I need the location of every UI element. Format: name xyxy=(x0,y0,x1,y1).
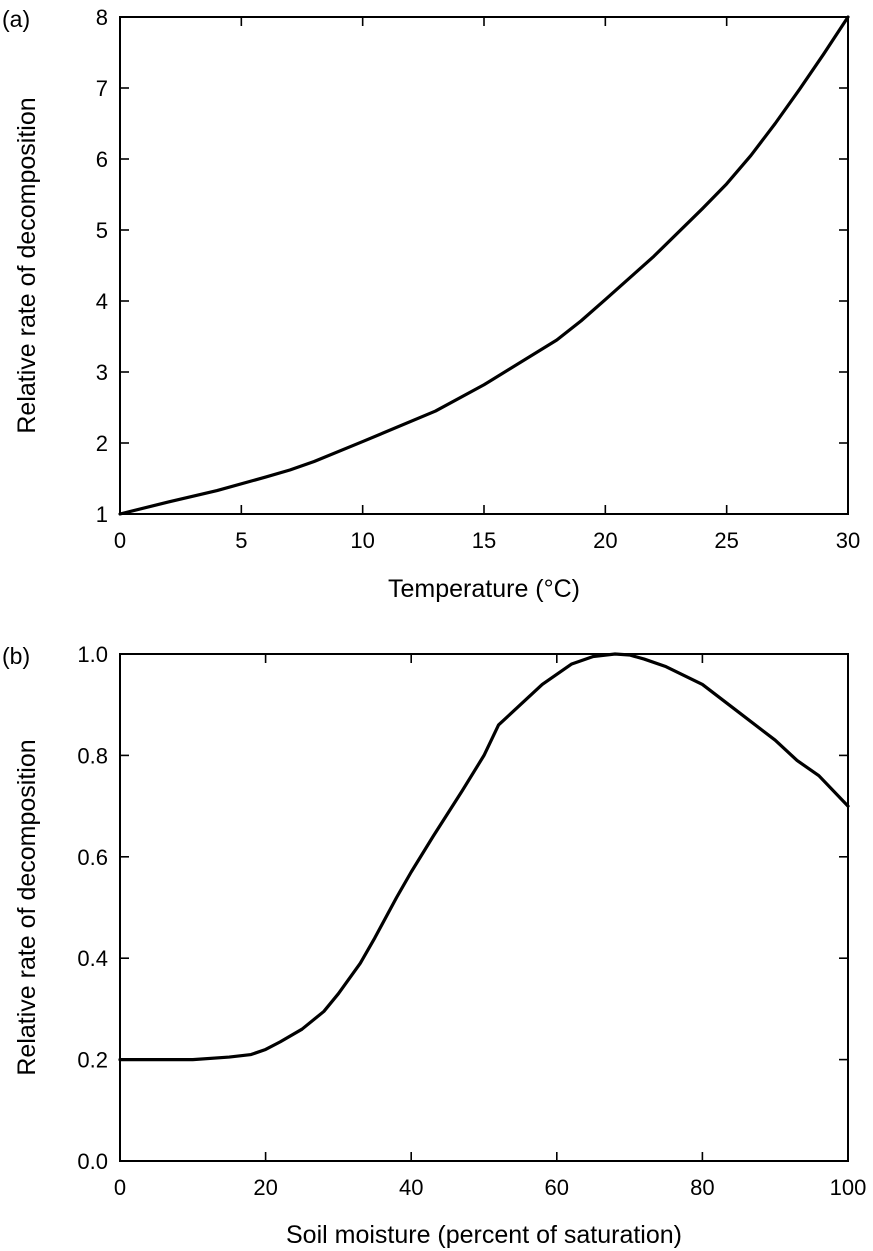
panel-b-x-tick-label: 60 xyxy=(545,1175,569,1200)
panel-a-y-tick-label: 2 xyxy=(96,431,108,456)
panel-a-x-tick-label: 5 xyxy=(235,528,247,553)
panel-b-y-tick-label: 0.8 xyxy=(77,743,108,768)
panel-a-temperature-chart: (a) 1 2 3 4 5 6 7 8 0 5 10 15 20 25 30 Temperature (°… xyxy=(2,5,860,603)
panel-a-y-tick-label: 7 xyxy=(96,76,108,101)
panel-a-y-tick-label: 1 xyxy=(96,502,108,527)
panel-a-y-tick-label: 8 xyxy=(96,5,108,30)
panel-b-y-tick-label: 0.0 xyxy=(77,1149,108,1174)
panel-a-y-ticks: 1 2 3 4 5 6 7 8 xyxy=(96,5,848,527)
panel-b-soil-moisture-chart: (b) 0.0 0.2 0.4 0.6 0.8 1.0 0 20 40 60 80 100 Soil… xyxy=(2,642,866,1249)
panel-b-plot-frame xyxy=(119,653,849,1162)
panel-a-x-tick-label: 20 xyxy=(593,528,617,553)
panel-a-plot-frame xyxy=(119,16,849,515)
panel-b-y-tick-label: 1.0 xyxy=(77,642,108,667)
panel-a-y-tick-label: 3 xyxy=(96,360,108,385)
panel-a-label: (a) xyxy=(2,6,30,32)
panel-a-y-tick-label: 5 xyxy=(96,218,108,243)
panel-a-x-tick-label: 10 xyxy=(350,528,374,553)
panel-a-x-tick-label: 0 xyxy=(114,528,126,553)
panel-a-series-line xyxy=(118,15,850,516)
panel-a-y-tick-label: 6 xyxy=(96,147,108,172)
panel-a-x-axis-label: Temperature (°C) xyxy=(388,575,580,603)
panel-b-x-tick-label: 20 xyxy=(253,1175,277,1200)
panel-b-y-ticks: 0.0 0.2 0.4 0.6 0.8 1.0 xyxy=(77,642,848,1174)
panel-b-label: (b) xyxy=(2,643,30,669)
panel-b-x-tick-label: 40 xyxy=(399,1175,423,1200)
panel-b-x-tick-label: 0 xyxy=(114,1175,126,1200)
panel-b-x-tick-label: 100 xyxy=(830,1175,867,1200)
panel-b-y-tick-label: 0.6 xyxy=(77,845,108,870)
panel-a-x-tick-label: 15 xyxy=(472,528,496,553)
panel-a-y-tick-label: 4 xyxy=(96,289,108,314)
panel-a-x-tick-label: 30 xyxy=(836,528,860,553)
panel-b-y-tick-label: 0.2 xyxy=(77,1048,108,1073)
panel-b-x-axis-label: Soil moisture (percent of saturation) xyxy=(286,1221,682,1249)
panel-b-y-tick-label: 0.4 xyxy=(77,946,108,971)
panel-b-x-ticks: 0 20 40 60 80 100 xyxy=(114,654,866,1200)
panel-b-series-line xyxy=(118,652,850,1062)
panel-a-x-ticks: 0 5 10 15 20 25 30 xyxy=(114,17,860,553)
panel-b-y-axis-label: Relative rate of decomposition xyxy=(13,739,41,1075)
panel-a-y-axis-label: Relative rate of decomposition xyxy=(13,97,41,433)
panel-a-x-tick-label: 25 xyxy=(714,528,738,553)
panel-b-x-tick-label: 80 xyxy=(690,1175,714,1200)
